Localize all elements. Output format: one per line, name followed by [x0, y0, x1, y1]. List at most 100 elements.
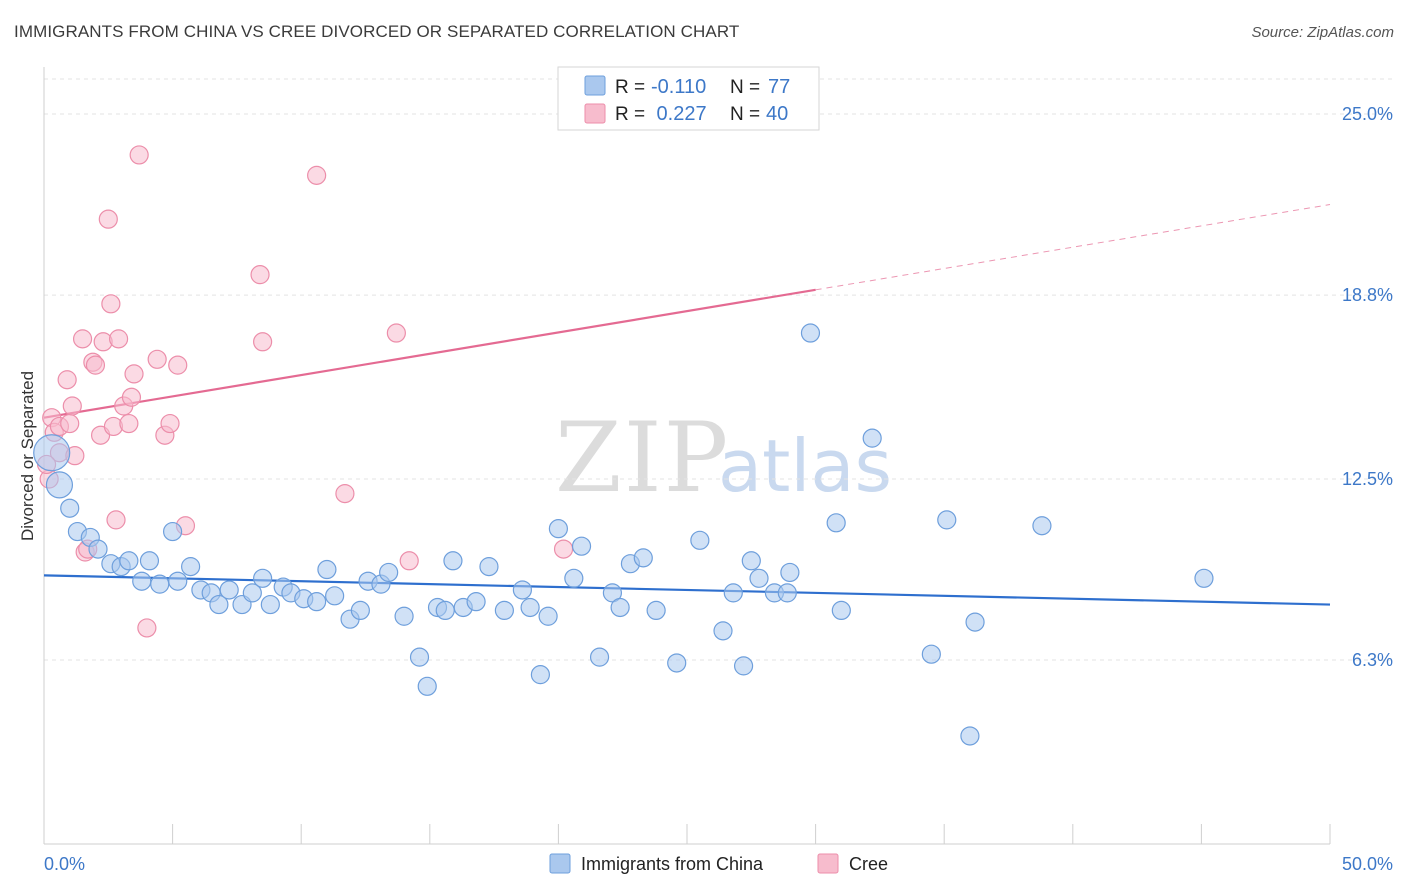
point-china [209, 594, 229, 615]
y-tick-label: 6.3% [1352, 650, 1393, 670]
point-china [965, 612, 985, 632]
point-china [33, 434, 71, 472]
point-cree [108, 329, 129, 349]
point-china [443, 551, 463, 571]
point-china [646, 600, 666, 621]
legend-swatch-china [584, 75, 606, 96]
series-legend: Immigrants from China Cree [549, 853, 888, 874]
point-cree [137, 618, 157, 638]
point-china [723, 583, 743, 603]
chart-source: Source: ZipAtlas.com [1251, 24, 1394, 41]
point-china [466, 592, 486, 612]
point-china [163, 521, 183, 542]
point-china [538, 606, 558, 626]
point-china [777, 583, 797, 603]
point-cree [335, 484, 355, 504]
point-china [60, 498, 80, 518]
point-cree [129, 145, 149, 165]
trend-line-cree [43, 288, 816, 419]
point-cree [98, 209, 118, 229]
legend-n-value-cree: 40 [766, 103, 788, 125]
watermark-zip: ZIP [555, 402, 730, 514]
point-china [633, 548, 653, 568]
legend-n-value-china: 77 [768, 76, 790, 98]
point-china [88, 539, 108, 559]
legend-r-label-china: R = [615, 77, 645, 98]
point-cree [168, 355, 188, 375]
x-tick-label-max: 50.0% [1342, 854, 1393, 874]
point-china [242, 583, 262, 603]
point-china [119, 551, 139, 571]
bottom-legend-label-china: Immigrants from China [581, 854, 764, 874]
trend-line-extension-cree [815, 204, 1331, 291]
point-china [150, 574, 170, 594]
legend-n-label-china: N = [730, 77, 760, 98]
bottom-legend-swatch-cree [817, 853, 839, 874]
point-cree [147, 349, 167, 369]
point-china [307, 592, 327, 612]
chart-title: IMMIGRANTS FROM CHINA VS CREE DIVORCED O… [14, 22, 740, 41]
point-china [780, 562, 800, 583]
watermark: ZIP atlas [555, 402, 892, 514]
point-china [1194, 568, 1214, 588]
point-china [253, 568, 273, 588]
point-cree [62, 396, 82, 416]
point-china [409, 647, 430, 667]
point-china [379, 562, 399, 583]
point-cree [253, 332, 273, 352]
point-china [937, 510, 957, 530]
point-china [530, 665, 550, 685]
point-cree [57, 370, 77, 390]
point-china [132, 571, 152, 591]
y-tick-label: 18.8% [1342, 285, 1393, 305]
point-cree [72, 329, 93, 349]
point-china [571, 536, 592, 556]
legend-n-label-cree: N = [730, 104, 760, 125]
legend-r-value-cree: 0.227 [651, 103, 707, 125]
point-china [435, 600, 455, 621]
point-china [921, 644, 941, 664]
point-cree [106, 510, 126, 530]
point-cree [399, 551, 419, 571]
point-china [317, 559, 337, 580]
x-tick-label-min: 0.0% [44, 854, 85, 874]
bottom-legend-swatch-china [549, 853, 571, 874]
point-china [690, 530, 710, 550]
point-china [548, 519, 569, 539]
point-china [862, 428, 882, 448]
point-china [960, 726, 980, 746]
point-cree [101, 294, 121, 314]
point-cree [85, 355, 106, 375]
point-cree [124, 364, 144, 384]
legend-r-value-china: -0.110 [651, 76, 706, 98]
point-china [139, 551, 160, 571]
point-china [181, 557, 201, 577]
y-tick-labels: 6.3% 12.5% 18.8% 25.0% [1342, 104, 1393, 670]
point-cree [386, 323, 406, 343]
point-china [512, 580, 532, 600]
point-china [168, 571, 188, 591]
bottom-legend-label-cree: Cree [849, 854, 888, 874]
point-cree [121, 387, 142, 407]
point-china [260, 594, 280, 615]
point-china [45, 471, 74, 499]
point-cree [250, 265, 270, 285]
point-china [589, 647, 610, 667]
point-china [713, 621, 733, 641]
point-china [800, 323, 821, 343]
point-china [325, 586, 345, 606]
point-china [479, 557, 499, 577]
y-axis-label: Divorced or Separated [18, 371, 37, 541]
point-china [394, 606, 414, 626]
point-cree [60, 413, 80, 434]
point-china [749, 568, 769, 588]
point-china [564, 568, 584, 588]
point-china [494, 600, 514, 621]
point-china [350, 600, 370, 621]
point-china [741, 551, 761, 571]
point-cree [160, 413, 180, 434]
point-cree [119, 413, 139, 434]
grid [44, 78, 1395, 661]
y-tick-label: 25.0% [1342, 104, 1393, 124]
